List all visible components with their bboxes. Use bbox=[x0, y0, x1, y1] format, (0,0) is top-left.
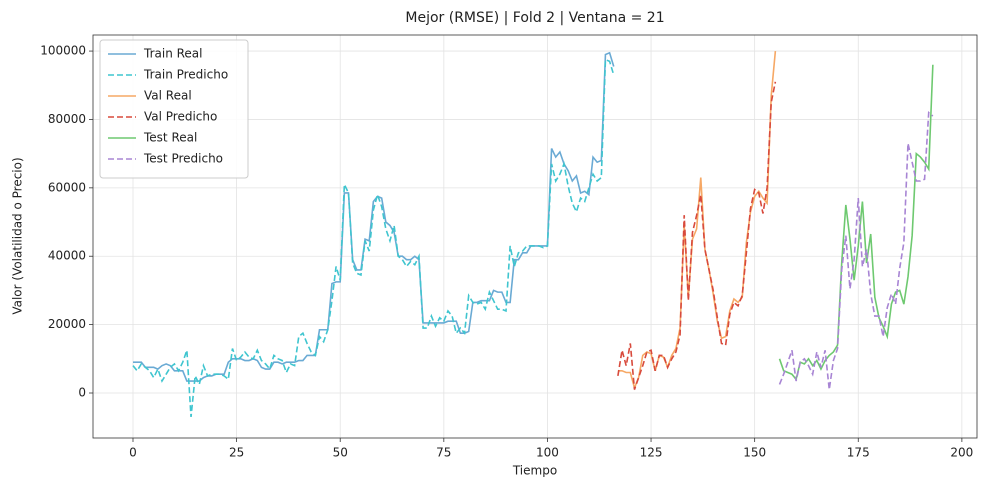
legend-label: Train Real bbox=[143, 47, 202, 61]
x-tick-label: 0 bbox=[129, 446, 137, 460]
y-tick-label: 60000 bbox=[48, 180, 86, 194]
x-tick-label: 25 bbox=[229, 446, 244, 460]
x-tick-label: 150 bbox=[743, 446, 766, 460]
series-line bbox=[778, 64, 934, 382]
x-tick-label: 175 bbox=[847, 446, 870, 460]
legend-box bbox=[99, 39, 249, 179]
x-tick-label: 125 bbox=[640, 446, 663, 460]
y-tick-label: 80000 bbox=[48, 112, 86, 126]
x-axis-label: Tiempo bbox=[512, 464, 557, 478]
y-tick-label: 40000 bbox=[48, 249, 86, 263]
chart-title: Mejor (RMSE) | Fold 2 | Ventana = 21 bbox=[405, 10, 664, 26]
series-line bbox=[778, 111, 934, 390]
series-line bbox=[617, 50, 777, 391]
x-tick-label: 100 bbox=[536, 446, 559, 460]
plot-frame bbox=[92, 34, 978, 439]
y-tick-label: 100000 bbox=[40, 44, 86, 58]
series-line bbox=[132, 58, 615, 418]
legend-label: Val Real bbox=[144, 89, 192, 103]
legend-label: Test Real bbox=[143, 131, 197, 145]
y-tick-label: 20000 bbox=[48, 317, 86, 331]
legend-label: Val Predicho bbox=[144, 110, 217, 124]
x-tick-label: 50 bbox=[333, 446, 348, 460]
legend: Train Real Train Predicho Val Real Val Pred… bbox=[99, 39, 249, 179]
legend-label: Test Predicho bbox=[143, 152, 223, 166]
series-line bbox=[617, 81, 777, 390]
y-tick-label: 0 bbox=[78, 386, 86, 400]
x-tick-label: 75 bbox=[436, 446, 451, 460]
legend-label: Train Predicho bbox=[143, 68, 228, 82]
x-tick-label: 200 bbox=[950, 446, 973, 460]
y-axis-label: Valor (Volatilidad o Precio) bbox=[11, 157, 25, 314]
